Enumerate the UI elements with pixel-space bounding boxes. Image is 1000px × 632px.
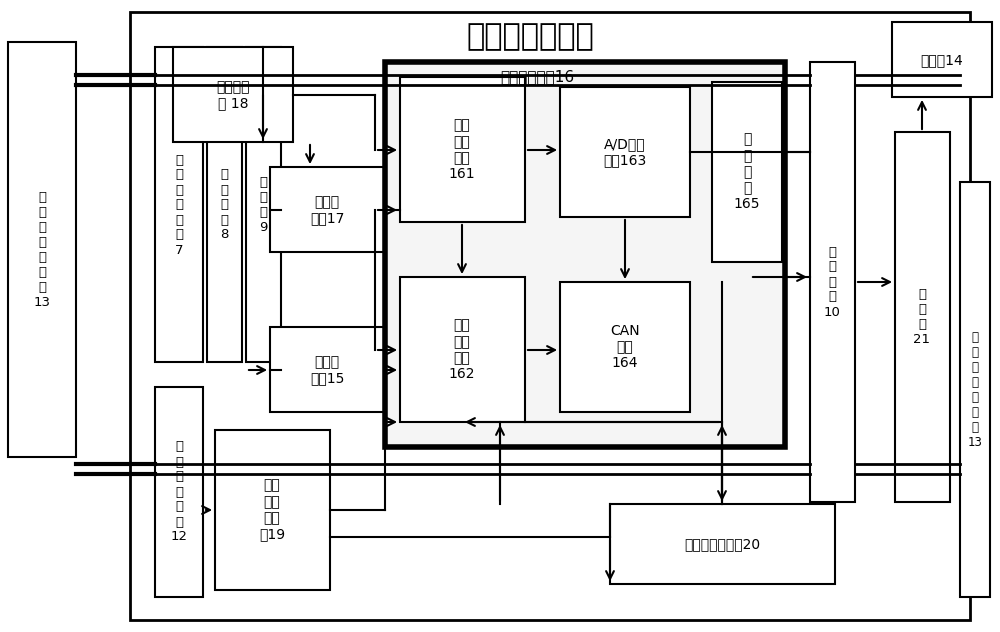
- Bar: [270, 327, 385, 412]
- Bar: [207, 47, 242, 362]
- Bar: [130, 12, 970, 620]
- Bar: [385, 62, 785, 447]
- Bar: [246, 47, 281, 362]
- Text: A/D转换
电路163: A/D转换 电路163: [603, 137, 647, 167]
- Bar: [892, 22, 992, 97]
- Bar: [712, 82, 782, 262]
- Text: 上位机14: 上位机14: [921, 53, 963, 67]
- Text: 温度传感
器 18: 温度传感 器 18: [216, 80, 250, 110]
- Text: 输入转速传感器20: 输入转速传感器20: [684, 537, 760, 551]
- Text: 湿式离合器包箱: 湿式离合器包箱: [466, 23, 594, 51]
- Text: 信号
调理
电路
162: 信号 调理 电路 162: [449, 319, 475, 381]
- Text: 油压传
感器15: 油压传 感器15: [310, 355, 344, 385]
- Bar: [560, 87, 690, 217]
- Bar: [173, 47, 293, 142]
- Bar: [400, 77, 525, 222]
- Bar: [215, 430, 330, 590]
- Bar: [155, 47, 203, 362]
- Text: 集
流
环
21: 集 流 环 21: [914, 288, 930, 346]
- Bar: [155, 387, 203, 597]
- Text: 信号调理模块16: 信号调理模块16: [500, 70, 574, 85]
- Bar: [270, 167, 385, 252]
- Text: 供
电
模
块
165: 供 电 模 块 165: [734, 133, 760, 211]
- Bar: [610, 504, 835, 584]
- Text: 第
一
传
动
齿
轮
7: 第 一 传 动 齿 轮 7: [175, 154, 183, 257]
- Text: 摩
擦
片
9: 摩 擦 片 9: [259, 176, 267, 234]
- Text: 温度
调理
电路
161: 温度 调理 电路 161: [449, 119, 475, 181]
- Text: 转
速
转
矩
传
感
器
13: 转 速 转 矩 传 感 器 13: [34, 191, 50, 309]
- Text: 输出
转速
传感
器19: 输出 转速 传感 器19: [259, 478, 285, 541]
- Bar: [895, 132, 950, 502]
- Bar: [960, 182, 990, 597]
- Text: 摩
擦
钢
片
8: 摩 擦 钢 片 8: [220, 169, 228, 241]
- Bar: [8, 42, 76, 457]
- Bar: [400, 277, 525, 422]
- Text: 位移传
感器17: 位移传 感器17: [310, 195, 344, 225]
- Text: 测
速
齿
轮
10: 测 速 齿 轮 10: [824, 245, 840, 319]
- Text: 转
速
转
矩
传
感
器
13: 转 速 转 矩 传 感 器 13: [968, 331, 982, 449]
- Text: CAN
总线
164: CAN 总线 164: [610, 324, 640, 370]
- Text: 第
二
传
动
齿
轮
12: 第 二 传 动 齿 轮 12: [170, 441, 188, 544]
- Bar: [810, 62, 855, 502]
- Bar: [560, 282, 690, 412]
